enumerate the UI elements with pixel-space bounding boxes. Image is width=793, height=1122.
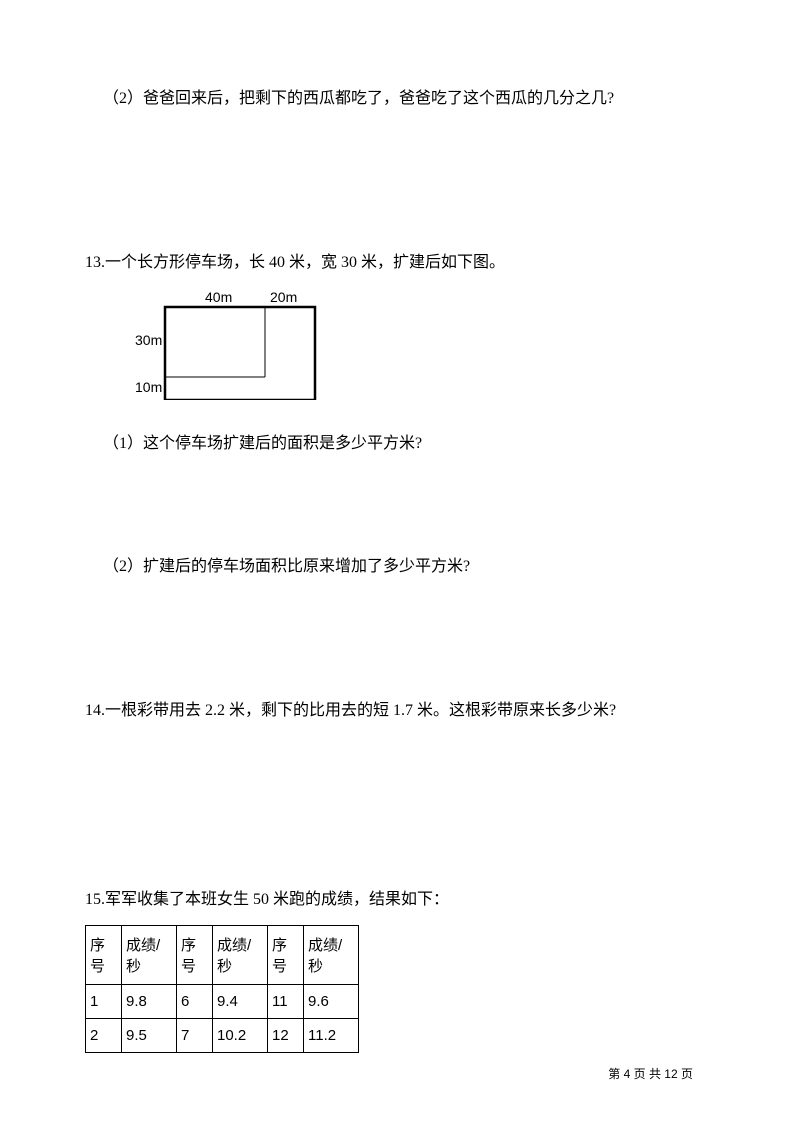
label-10m: 10m	[135, 379, 162, 395]
q15-block: 15.军军收集了本班女生 50 米跑的成绩，结果如下： 序号 成绩/秒 序号 成…	[85, 886, 708, 1053]
diagram-svg: 40m 20m 30m 10m	[135, 290, 320, 400]
td-score: 9.8	[122, 984, 177, 1018]
th-score-3: 成绩/秒	[304, 925, 359, 984]
q13-block: 13.一个长方形停车场，长 40 米，宽 30 米，扩建后如下图。 40m 20…	[85, 249, 708, 582]
label-30m: 30m	[135, 332, 162, 348]
table-header-row: 序号 成绩/秒 序号 成绩/秒 序号 成绩/秒	[86, 925, 359, 984]
label-20m: 20m	[270, 290, 297, 305]
l-shape-diagram: 40m 20m 30m 10m	[135, 290, 708, 405]
q13-sub2: （2）扩建后的停车场面积比原来增加了多少平方米?	[103, 553, 708, 582]
q13-sub2-text: （2）扩建后的停车场面积比原来增加了多少平方米?	[103, 553, 708, 582]
th-seq-2: 序号	[177, 925, 213, 984]
td-seq: 1	[86, 984, 122, 1018]
footer-middle: 页 共	[630, 1067, 664, 1081]
q13-sub1-text: （1）这个停车场扩建后的面积是多少平方米?	[103, 430, 708, 459]
table-row: 1 9.8 6 9.4 11 9.6	[86, 984, 359, 1018]
th-seq-3: 序号	[268, 925, 304, 984]
td-score: 9.4	[213, 984, 268, 1018]
td-seq: 11	[268, 984, 304, 1018]
q12-sub2: （2）爸爸回来后，把剩下的西瓜都吃了，爸爸吃了这个西瓜的几分之几?	[103, 85, 708, 114]
td-score: 11.2	[304, 1018, 359, 1052]
q13-main-text: 13.一个长方形停车场，长 40 米，宽 30 米，扩建后如下图。	[85, 249, 708, 278]
td-score: 9.5	[122, 1018, 177, 1052]
page-footer: 第 4 页 共 12 页	[608, 1065, 693, 1082]
footer-page-total: 12	[664, 1067, 677, 1081]
footer-suffix: 页	[678, 1067, 693, 1081]
td-seq: 2	[86, 1018, 122, 1052]
footer-prefix: 第	[608, 1067, 623, 1081]
td-score: 9.6	[304, 984, 359, 1018]
q14-main-text: 14.一根彩带用去 2.2 米，剩下的比用去的短 1.7 米。这根彩带原来长多少…	[85, 697, 708, 726]
q13-sub1: （1）这个停车场扩建后的面积是多少平方米?	[103, 430, 708, 459]
q15-main-text: 15.军军收集了本班女生 50 米跑的成绩，结果如下：	[85, 886, 708, 915]
outer-l-shape	[165, 307, 315, 400]
label-40m: 40m	[205, 290, 232, 305]
td-score: 10.2	[213, 1018, 268, 1052]
th-seq-1: 序号	[86, 925, 122, 984]
q12-sub2-text: （2）爸爸回来后，把剩下的西瓜都吃了，爸爸吃了这个西瓜的几分之几?	[103, 85, 708, 114]
q14-block: 14.一根彩带用去 2.2 米，剩下的比用去的短 1.7 米。这根彩带原来长多少…	[85, 697, 708, 726]
table-row: 2 9.5 7 10.2 12 11.2	[86, 1018, 359, 1052]
td-seq: 12	[268, 1018, 304, 1052]
th-score-2: 成绩/秒	[213, 925, 268, 984]
td-seq: 7	[177, 1018, 213, 1052]
td-seq: 6	[177, 984, 213, 1018]
score-table: 序号 成绩/秒 序号 成绩/秒 序号 成绩/秒 1 9.8 6 9.4 11 9…	[85, 925, 359, 1053]
th-score-1: 成绩/秒	[122, 925, 177, 984]
